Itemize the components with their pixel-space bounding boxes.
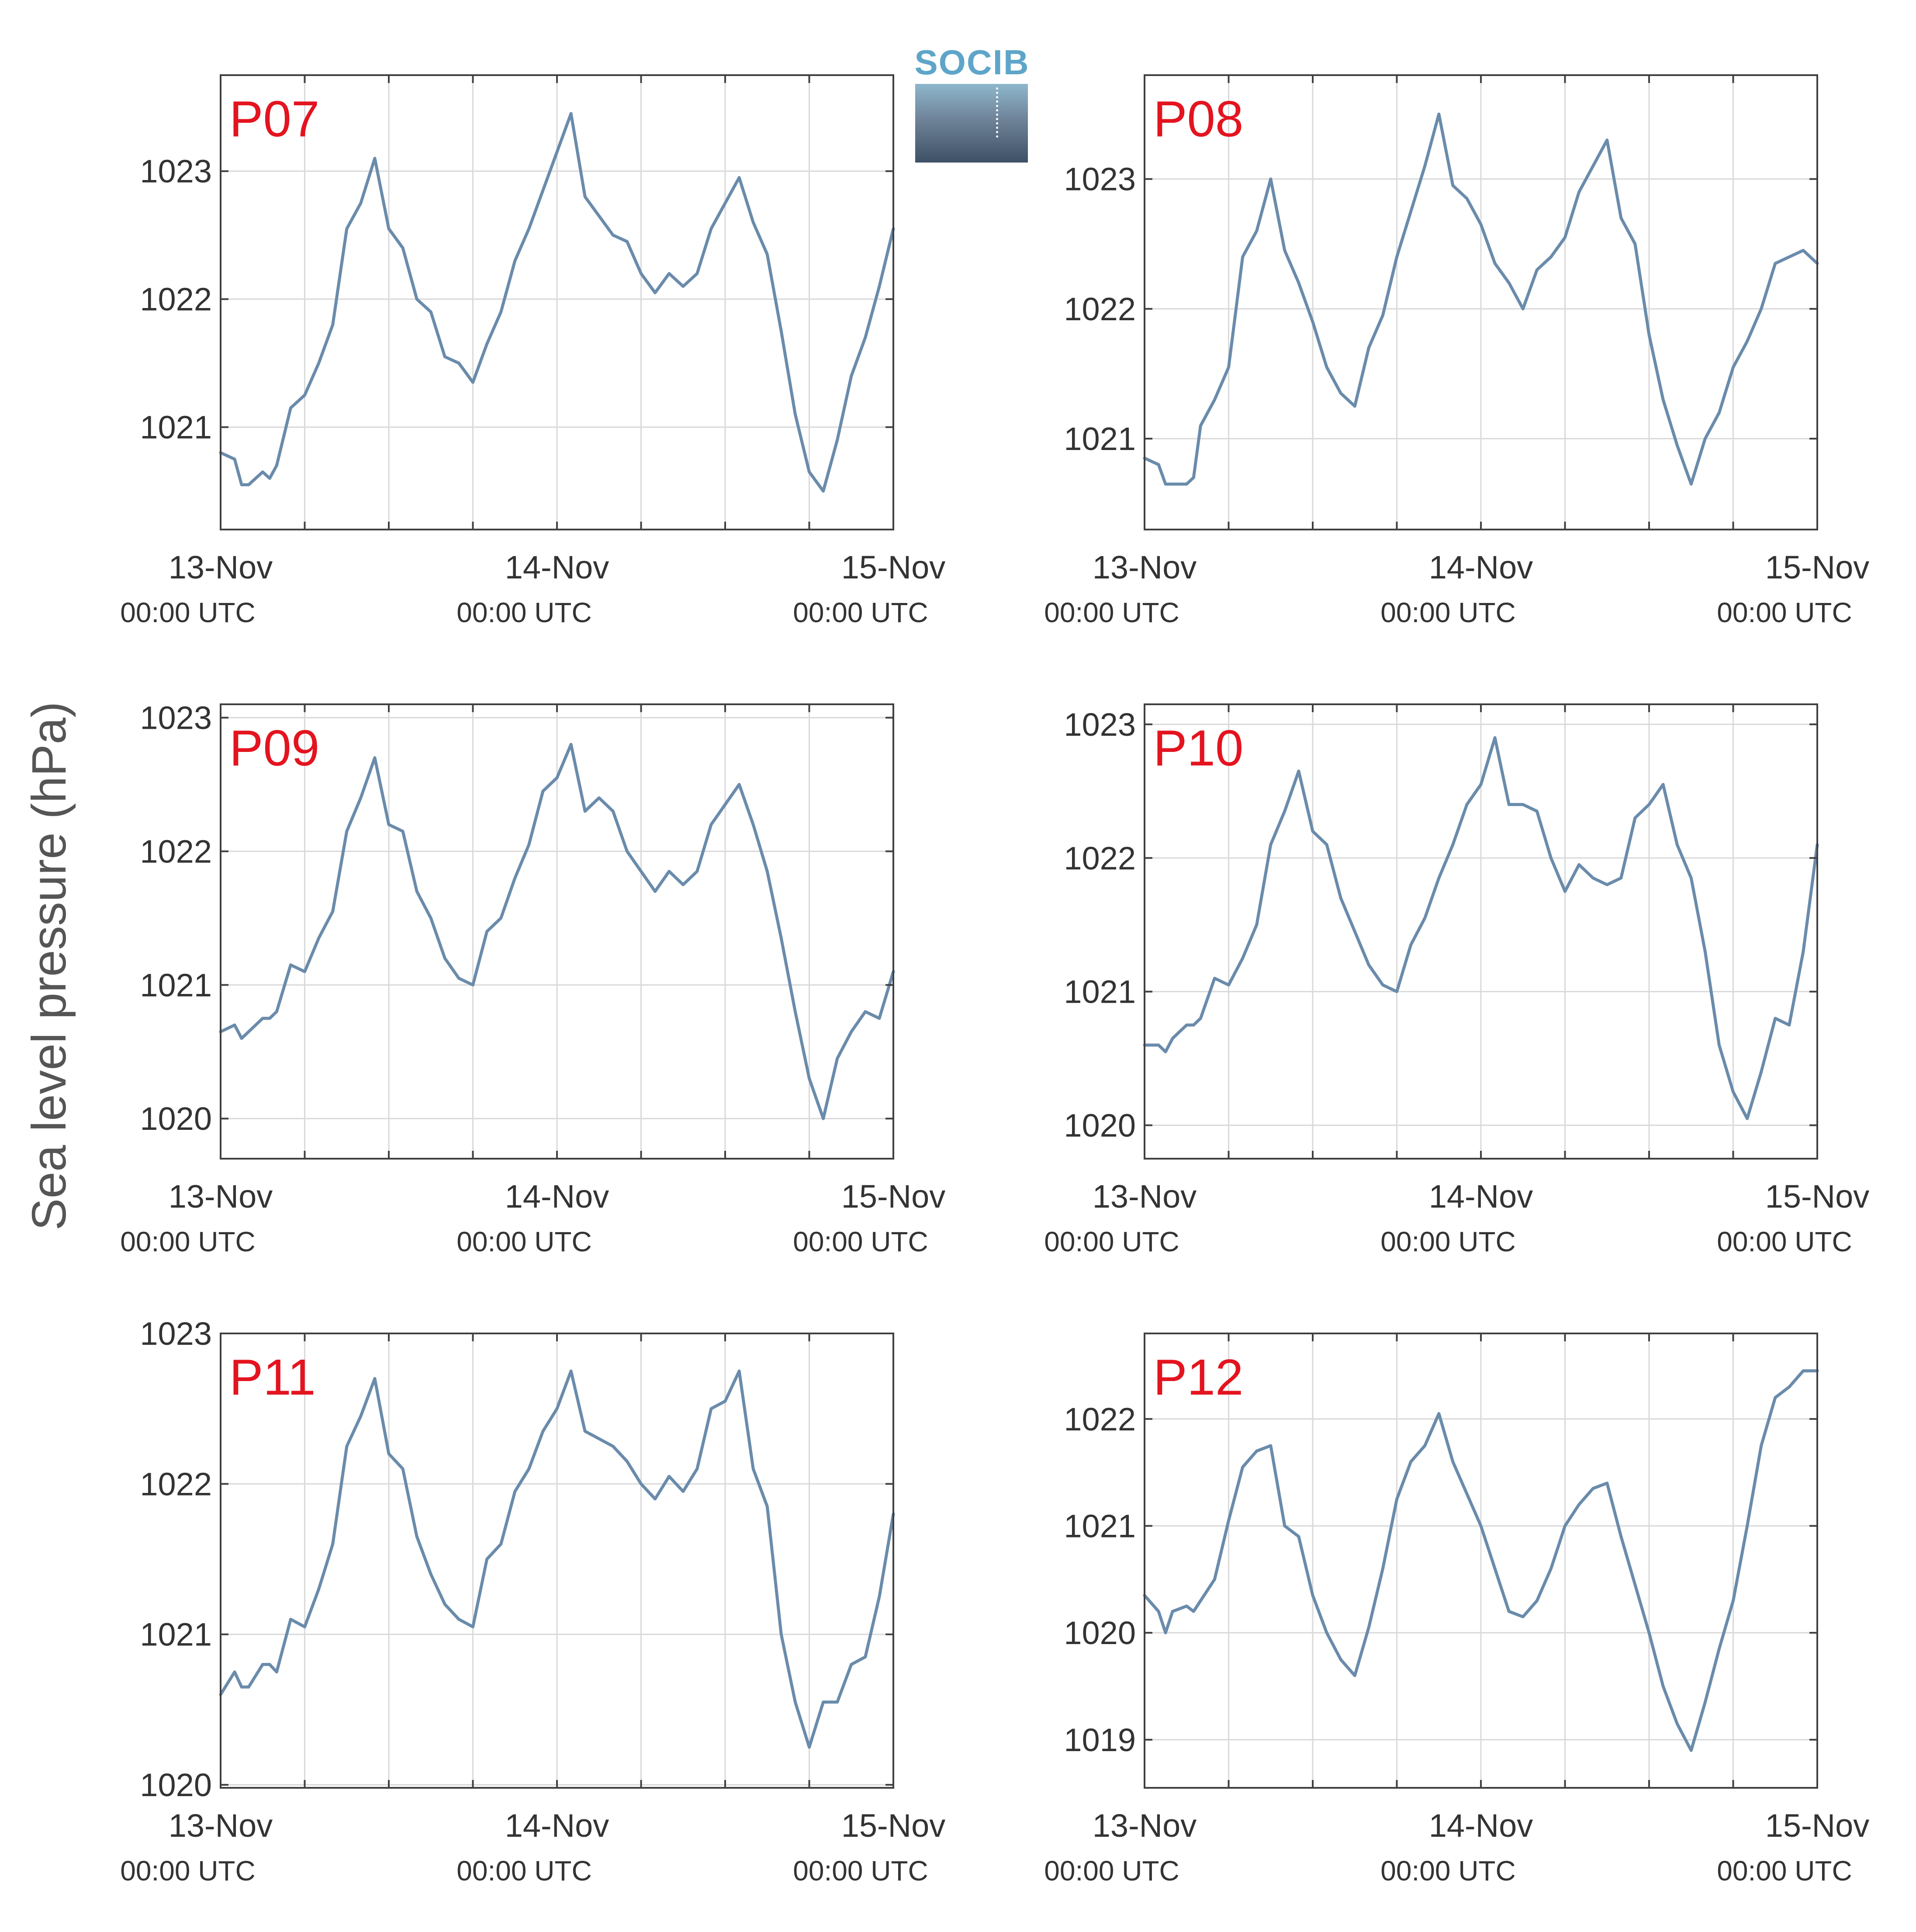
x-tick-time-label: 00:00 UTC [1044, 1226, 1179, 1257]
panel-p10: 1020 1021 1022 1023 13-Nov 00:00 UTC 14-Nov 00:… [1044, 703, 1870, 1257]
panel-p12: 1019 1020 1021 1022 13-Nov 00:00 UTC 14-Nov 00:… [1044, 1333, 1869, 1887]
panel-label: P09 [229, 720, 319, 776]
x-tick-time-label: 00:00 UTC [120, 1855, 255, 1887]
panel-label: P12 [1153, 1349, 1243, 1406]
y-tick-label: 1019 [1064, 1722, 1136, 1758]
y-tick-label: 1021 [1064, 974, 1136, 1010]
y-tick-label: 1021 [1064, 421, 1136, 457]
y-tick-label: 1021 [140, 967, 212, 1003]
x-tick-date-label: 15-Nov [841, 549, 946, 585]
y-tick-label: 1021 [140, 1617, 212, 1653]
y-tick-label: 1020 [1064, 1108, 1136, 1144]
series-line [1143, 112, 1819, 486]
x-tick-time-label: 00:00 UTC [120, 597, 255, 628]
x-tick-time-label: 00:00 UTC [457, 1226, 591, 1257]
x-tick-date-label: 13-Nov [1093, 1807, 1197, 1844]
y-tick-label: 1022 [140, 1466, 212, 1502]
x-tick-time-label: 00:00 UTC [1717, 1226, 1852, 1257]
panel-p08: 1021 1022 1023 13-Nov 00:00 UTC 14-Nov 00:00 U… [1044, 74, 1870, 628]
y-tick-label: 1023 [1064, 161, 1136, 197]
y-tick-label: 1023 [140, 153, 212, 190]
y-tick-label: 1020 [1064, 1615, 1136, 1651]
x-tick-time-label: 00:00 UTC [457, 1855, 591, 1887]
y-tick-label: 1020 [140, 1101, 212, 1137]
series-line [219, 112, 895, 493]
y-tick-label: 1023 [140, 1316, 212, 1352]
y-tick-label: 1023 [1064, 706, 1136, 743]
y-tick-label: 1022 [1064, 291, 1136, 327]
socib-logo: SOCIB [913, 44, 1031, 166]
x-tick-time-label: 00:00 UTC [1717, 597, 1852, 628]
x-tick-time-label: 00:00 UTC [1380, 597, 1515, 628]
series-line [219, 1369, 895, 1749]
panel-label: P11 [229, 1349, 316, 1406]
x-tick-time-label: 00:00 UTC [457, 597, 591, 628]
x-tick-date-label: 14-Nov [505, 549, 609, 585]
x-tick-date-label: 14-Nov [1429, 549, 1533, 585]
y-tick-label: 1021 [1064, 1508, 1136, 1544]
panels: 1021 1022 1023 13-Nov 00:00 UTC 14-Nov 00:00 U… [120, 74, 1870, 1887]
y-tick-label: 1021 [140, 409, 212, 446]
x-tick-date-label: 14-Nov [1429, 1178, 1533, 1215]
x-tick-date-label: 13-Nov [169, 1178, 273, 1215]
x-tick-time-label: 00:00 UTC [1380, 1226, 1515, 1257]
panel-label: P08 [1153, 90, 1243, 147]
y-tick-label: 1022 [1064, 1401, 1136, 1437]
y-tick-label: 1022 [140, 833, 212, 869]
x-tick-date-label: 15-Nov [1765, 549, 1870, 585]
logo-dotted-line [996, 87, 998, 138]
panel-p11: 1020 1021 1022 1023 13-Nov 00:00 UTC 14-Nov 00:… [120, 1316, 945, 1887]
y-tick-label: 1022 [1064, 840, 1136, 876]
y-axis-label: Sea level pressure (hPa) [22, 702, 76, 1231]
panel-label: P10 [1153, 720, 1243, 776]
series-line [1143, 736, 1819, 1120]
y-tick-label: 1022 [140, 281, 212, 318]
x-tick-time-label: 00:00 UTC [793, 597, 928, 628]
x-tick-date-label: 15-Nov [841, 1807, 946, 1844]
panel-label: P07 [229, 90, 319, 147]
x-tick-time-label: 00:00 UTC [120, 1226, 255, 1257]
y-tick-label: 1020 [140, 1767, 212, 1803]
logo-graphic [915, 84, 1028, 163]
x-tick-time-label: 00:00 UTC [1717, 1855, 1852, 1887]
x-tick-date-label: 13-Nov [169, 549, 273, 585]
panel-p09: 1020 1021 1022 1023 13-Nov 00:00 UTC 14-Nov 00:… [120, 700, 945, 1257]
x-tick-date-label: 13-Nov [1093, 549, 1197, 585]
x-tick-time-label: 00:00 UTC [793, 1226, 928, 1257]
x-tick-time-label: 00:00 UTC [793, 1855, 928, 1887]
x-tick-date-label: 13-Nov [169, 1807, 273, 1844]
logo-text: SOCIB [914, 43, 1030, 82]
series-line [219, 743, 895, 1120]
x-tick-time-label: 00:00 UTC [1044, 1855, 1179, 1887]
x-tick-date-label: 14-Nov [1429, 1807, 1533, 1844]
x-tick-date-label: 13-Nov [1093, 1178, 1197, 1215]
panel-p07: 1021 1022 1023 13-Nov 00:00 UTC 14-Nov 00:00 U… [120, 74, 946, 628]
series-line [1143, 1369, 1819, 1752]
x-tick-time-label: 00:00 UTC [1044, 597, 1179, 628]
x-tick-date-label: 15-Nov [1765, 1178, 1870, 1215]
x-tick-date-label: 15-Nov [1765, 1807, 1870, 1844]
x-tick-date-label: 14-Nov [505, 1807, 609, 1844]
x-tick-date-label: 15-Nov [841, 1178, 946, 1215]
x-tick-time-label: 00:00 UTC [1380, 1855, 1515, 1887]
y-tick-label: 1023 [140, 700, 212, 736]
x-tick-date-label: 14-Nov [505, 1178, 609, 1215]
